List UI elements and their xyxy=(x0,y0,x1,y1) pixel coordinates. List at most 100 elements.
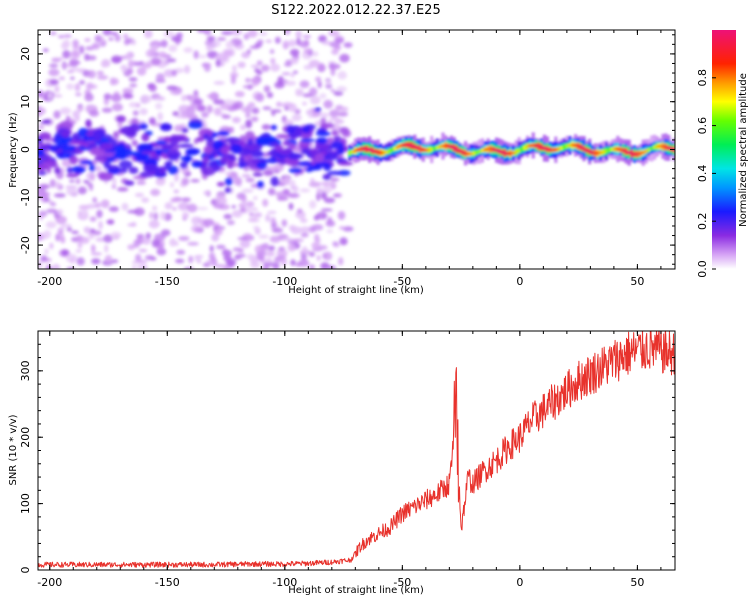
colorbar-tick-label: 0.2 xyxy=(696,212,709,230)
spectrogram-noise-band-cell xyxy=(88,163,96,172)
spectrogram-noise-cell xyxy=(75,178,81,185)
spectrogram-signal-cell xyxy=(390,148,394,152)
spectrogram-noise-cell xyxy=(221,30,234,36)
spectrogram-signal-cell xyxy=(517,148,521,153)
spectrogram-noise-cell xyxy=(79,80,86,85)
spectrogram-noise-cell xyxy=(231,64,237,72)
spectrogram-noise-band-cell xyxy=(169,135,186,143)
snr-y-tick-label: 200 xyxy=(19,427,32,448)
spectrogram-noise-cell xyxy=(181,94,187,102)
spectrogram-noise-band-cell xyxy=(203,145,213,155)
spectrogram-noise-band-cell xyxy=(246,138,254,146)
spectrogram-noise-cell xyxy=(128,101,137,108)
spectrogram-noise-cell xyxy=(268,245,275,251)
spectrogram-noise-cell xyxy=(283,79,288,84)
spectrogram-noise-band-cell xyxy=(286,124,295,131)
spectrogram-noise-cell xyxy=(85,46,95,51)
spectrogram-noise-cell xyxy=(154,96,166,101)
spectrogram-noise-band-cell xyxy=(49,144,60,152)
spectrogram-noise-cell xyxy=(209,40,222,48)
spectrogram-signal-cell xyxy=(588,150,592,153)
spectrogram-noise-cell xyxy=(316,187,323,194)
spectrogram-noise-cell xyxy=(322,181,332,187)
spectrogram-noise-band-cell xyxy=(300,138,316,143)
spectrogram-noise-cell xyxy=(77,186,87,195)
spectrogram-noise-cell xyxy=(48,68,60,77)
spectrogram-y-label: Frequency (Hz) xyxy=(8,112,19,188)
spectrogram-noise-cell xyxy=(66,83,75,90)
spectrogram-noise-band-cell xyxy=(337,144,345,154)
spectrogram-noise-band-cell xyxy=(85,131,95,137)
spectrogram-noise-cell xyxy=(241,188,254,193)
spectrogram-noise-cell xyxy=(136,233,145,239)
spectrogram-noise-cell xyxy=(290,73,295,78)
spectrogram-x-tick-label: -200 xyxy=(37,275,62,288)
spectrogram-noise-cell xyxy=(248,216,258,222)
spectrogram-noise-cell xyxy=(42,48,49,53)
spectrogram-noise-cell xyxy=(134,207,145,217)
spectrogram-noise-band-cell xyxy=(120,125,137,135)
spectrogram-noise-cell xyxy=(149,211,154,219)
spectrogram-noise-cell xyxy=(110,231,122,239)
spectrogram-noise-cell xyxy=(333,90,344,96)
spectrogram-noise-band-cell xyxy=(315,131,331,137)
spectrogram-noise-cell xyxy=(62,50,71,59)
spectrogram-noise-cell xyxy=(253,212,263,218)
spectrogram-noise-cell xyxy=(281,178,290,185)
spectrogram-noise-cell xyxy=(152,205,158,211)
spectrogram-noise-cell xyxy=(289,48,300,57)
spectrogram-signal-cell xyxy=(655,145,660,148)
spectrogram-signal-cell xyxy=(534,143,538,148)
spectrogram-noise-cell xyxy=(337,210,346,220)
spectrogram-signal-cell xyxy=(500,151,504,154)
spectrogram-noise-cell xyxy=(175,258,185,264)
spectrogram-noise-cell xyxy=(225,171,231,176)
spectrogram-noise-cell xyxy=(175,32,183,39)
spectrogram-noise-cell xyxy=(214,55,226,60)
spectrogram-noise-cell xyxy=(171,69,178,76)
spectrogram-noise-band-cell xyxy=(38,170,47,176)
spectrogram-noise-band-cell xyxy=(118,147,133,158)
spectrogram-noise-cell xyxy=(148,117,156,125)
spectrogram-signal-cell xyxy=(351,150,355,154)
spectrogram-noise-cell xyxy=(76,257,85,266)
snr-x-tick-label: 50 xyxy=(630,576,644,589)
spectrogram-noise-cell xyxy=(253,196,258,201)
spectrogram-noise-cell xyxy=(311,224,324,231)
spectrogram-noise-cell xyxy=(59,107,72,115)
spectrogram-noise-cell xyxy=(311,51,319,57)
spectrogram-noise-band-cell xyxy=(314,153,325,163)
spectrogram-signal-cell xyxy=(503,151,507,155)
spectrogram-noise-cell xyxy=(138,248,148,253)
spectrogram-noise-cell xyxy=(123,39,130,46)
spectrogram-noise-cell xyxy=(307,109,313,119)
spectrogram-noise-cell xyxy=(271,111,276,117)
spectrogram-noise-band-cell xyxy=(59,120,74,131)
spectrogram-noise-cell xyxy=(246,49,252,54)
spectrogram-noise-cell xyxy=(273,163,284,172)
spectrogram-noise-cell xyxy=(150,188,161,197)
spectrogram-noise-band-cell xyxy=(168,154,180,161)
spectrogram-noise-cell xyxy=(231,209,243,218)
spectrogram-noise-band-cell xyxy=(138,122,148,130)
spectrogram-noise-cell xyxy=(44,197,50,203)
spectrogram-signal-cell xyxy=(650,147,654,150)
spectrogram-noise-cell xyxy=(96,209,103,219)
spectrogram-noise-band-cell xyxy=(54,166,62,175)
spectrogram-noise-band-cell xyxy=(177,143,194,149)
spectrogram-noise-cell xyxy=(245,177,255,183)
spectrogram-noise-cell xyxy=(120,64,128,73)
spectrogram-noise-cell xyxy=(66,253,78,263)
spectrogram-noise-cell xyxy=(263,169,274,177)
spectrogram-noise-cell xyxy=(297,208,303,214)
spectrogram-noise-cell xyxy=(60,236,66,244)
spectrogram-noise-cell xyxy=(75,234,84,242)
spectrogram-signal-cell xyxy=(461,150,465,154)
snr-x-tick-label: -150 xyxy=(155,576,180,589)
spectrogram-noise-cell xyxy=(116,187,129,192)
spectrogram-noise-cell xyxy=(299,218,308,223)
spectrogram-noise-cell xyxy=(282,119,294,126)
spectrogram-noise-band-cell xyxy=(143,163,159,173)
spectrogram-noise-cell xyxy=(110,259,119,264)
spectrogram-noise-cell xyxy=(339,237,348,246)
